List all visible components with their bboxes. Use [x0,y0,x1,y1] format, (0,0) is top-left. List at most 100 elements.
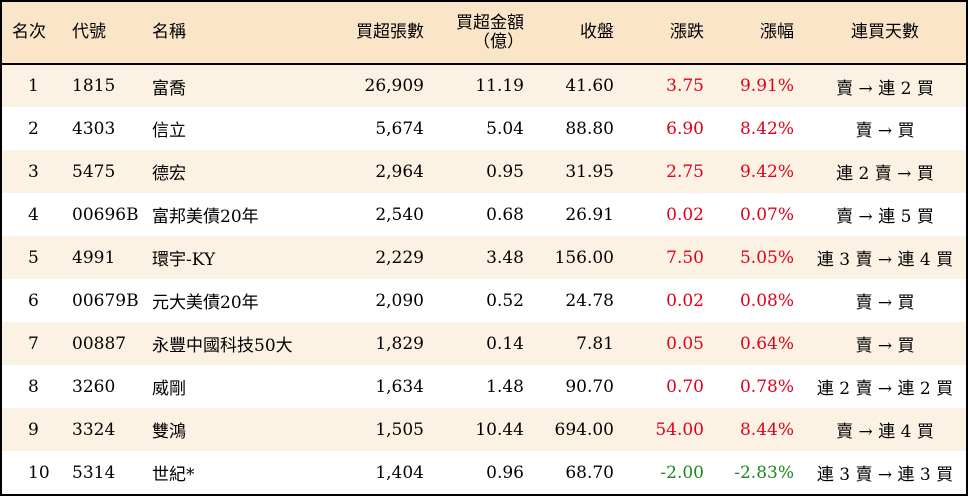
cell-net-buy-shares: 26,909 [364,76,424,96]
header-change: 漲跌 [670,22,704,42]
cell-change-pct: 0.08% [739,290,794,311]
cell-net-buy-amount: 0.96 [486,462,524,483]
cell-name: 富邦美債20年 [152,207,259,227]
cell-change-pct: 9.42% [739,161,794,182]
header-buy-streak: 連買天數 [851,22,919,42]
cell-name: 富喬 [152,78,186,99]
cell-name: 永豐中國科技50大 [152,336,293,356]
cell-code: 00696B [72,204,139,225]
cell-buy-streak: 賣 → 連 4 買 [836,422,934,442]
cell-net-buy-shares: 2,229 [375,247,424,268]
header-change-pct: 漲幅 [760,22,794,42]
cell-rank: 2 [28,118,39,139]
table-row: 4 00696B 富邦美債20年 2,540 0.68 26.91 0.02 0.07% 賣 →… [2,193,966,236]
cell-change: 2.75 [666,161,704,182]
cell-code: 4303 [72,118,116,139]
cell-close: 156.00 [554,247,614,268]
cell-close: 90.70 [565,376,614,397]
cell-rank: 9 [28,419,39,440]
cell-change-pct: 5.05% [739,247,794,268]
cell-close: 26.91 [565,204,614,225]
table-row: 1 1815 富喬 26,909 11.19 41.60 3.75 9.91% 賣 → 連 2 … [2,64,966,107]
cell-code: 5475 [72,161,116,182]
header-rank: 名次 [12,22,46,42]
cell-net-buy-amount: 0.52 [486,290,524,311]
table-header-row: 名次 代號 名稱 買超張數 買超金額 （億） 收盤 漲跌 漲幅 連買天數 [2,2,966,64]
cell-net-buy-shares: 2,090 [375,290,424,311]
cell-net-buy-amount: 1.48 [486,376,524,397]
cell-close: 31.95 [565,161,614,182]
cell-rank: 8 [28,376,39,397]
cell-buy-streak: 連 2 賣 → 買 [836,164,934,184]
cell-buy-streak: 連 3 賣 → 連 4 買 [816,250,954,270]
cell-code: 4991 [72,247,116,268]
cell-change-pct: 9.91% [739,76,794,96]
cell-change-pct: 0.64% [739,333,794,354]
cell-buy-streak: 賣 → 買 [855,121,915,141]
cell-net-buy-shares: 2,964 [375,161,424,182]
cell-change: -2.00 [660,462,704,483]
header-net-buy-amount: 買超金額 （億） [456,12,524,52]
cell-change: 0.02 [666,204,704,225]
cell-net-buy-amount: 5.04 [486,118,524,139]
cell-code: 00679B [72,290,139,311]
header-code: 代號 [72,22,106,42]
cell-buy-streak: 賣 → 買 [855,293,915,313]
cell-change: 54.00 [655,419,704,440]
cell-close: 7.81 [576,333,614,354]
table-row: 10 5314 世紀* 1,404 0.96 68.70 -2.00 -2.83% 連 3 賣 … [2,451,966,494]
cell-rank: 5 [28,247,39,268]
cell-buy-streak: 賣 → 連 2 買 [836,78,934,99]
cell-buy-streak: 賣 → 連 5 買 [836,207,934,227]
table-row: 5 4991 環宇-KY 2,229 3.48 156.00 7.50 5.05% 連 3 賣 … [2,236,966,279]
cell-rank: 10 [28,462,50,483]
cell-net-buy-amount: 3.48 [486,247,524,268]
header-close: 收盤 [580,22,614,42]
cell-rank: 7 [28,333,39,354]
cell-net-buy-shares: 1,505 [375,419,424,440]
table-row: 6 00679B 元大美債20年 2,090 0.52 24.78 0.02 0.08% 賣 →… [2,279,966,322]
cell-buy-streak: 連 3 賣 → 連 3 買 [816,465,954,485]
cell-change-pct: -2.83% [734,462,794,483]
cell-rank: 1 [28,76,39,96]
cell-code: 3324 [72,419,116,440]
cell-close: 68.70 [565,462,614,483]
cell-code: 5314 [72,462,116,483]
cell-name: 雙鴻 [152,422,186,442]
cell-change-pct: 0.07% [739,204,794,225]
cell-change: 7.50 [666,247,704,268]
cell-change: 3.75 [666,76,704,96]
table-row: 9 3324 雙鴻 1,505 10.44 694.00 54.00 8.44% 賣 → 連 4… [2,408,966,451]
header-name: 名稱 [152,22,186,42]
cell-close: 694.00 [554,419,614,440]
cell-change: 0.05 [666,333,704,354]
cell-net-buy-amount: 10.44 [475,419,524,440]
cell-name: 信立 [152,121,186,141]
cell-close: 41.60 [565,76,614,96]
cell-rank: 3 [28,161,39,182]
cell-change: 6.90 [666,118,704,139]
cell-name: 環宇-KY [152,250,216,270]
cell-net-buy-amount: 0.14 [486,333,524,354]
cell-change-pct: 8.44% [739,419,794,440]
cell-buy-streak: 連 2 賣 → 連 2 買 [816,379,954,399]
cell-code: 3260 [72,376,116,397]
cell-close: 24.78 [565,290,614,311]
table-row: 8 3260 威剛 1,634 1.48 90.70 0.70 0.78% 連 2 賣 → 連 … [2,365,966,408]
cell-rank: 6 [28,290,39,311]
header-net-buy-shares: 買超張數 [356,22,424,42]
cell-name: 世紀* [152,465,195,485]
cell-code: 00887 [72,333,127,354]
cell-code: 1815 [72,76,116,96]
cell-change: 0.02 [666,290,704,311]
cell-name: 德宏 [152,164,186,184]
cell-net-buy-shares: 1,829 [375,333,424,354]
cell-rank: 4 [28,204,39,225]
cell-net-buy-amount: 0.68 [486,204,524,225]
cell-buy-streak: 賣 → 買 [855,336,915,356]
cell-net-buy-amount: 0.95 [486,161,524,182]
cell-change-pct: 0.78% [739,376,794,397]
cell-net-buy-amount: 11.19 [475,76,524,96]
